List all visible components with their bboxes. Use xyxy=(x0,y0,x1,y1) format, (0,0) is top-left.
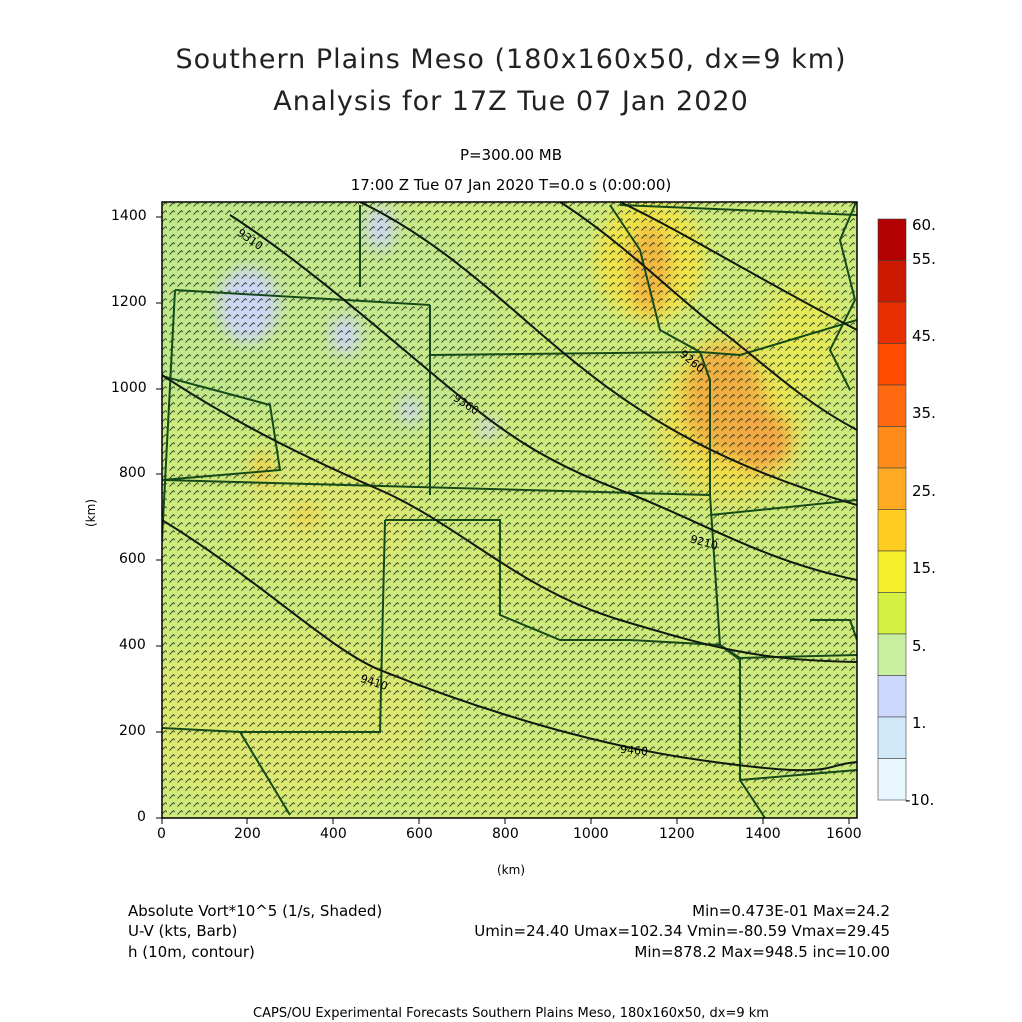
field-vort-label: Absolute Vort*10^5 (1/s, Shaded) xyxy=(128,902,383,920)
x-tick-600: 600 xyxy=(406,826,433,842)
x-tick-800: 800 xyxy=(492,826,519,842)
field-wind-stats: Umin=24.40 Umax=102.34 Vmin=-80.59 Vmax=… xyxy=(474,922,890,940)
vorticity-shading xyxy=(162,202,857,818)
colorbar-swatch xyxy=(877,467,907,510)
y-tick-1000: 1000 xyxy=(111,380,147,396)
colorbar-swatch xyxy=(877,301,907,344)
y-tick-200: 200 xyxy=(119,723,146,739)
colorbar-swatch xyxy=(877,426,907,469)
y-axis-label: (km) xyxy=(84,498,98,527)
colorbar-swatch xyxy=(877,218,907,261)
colorbar-label-45: 45. xyxy=(912,327,936,345)
colorbar-label-55: 55. xyxy=(912,250,936,268)
y-tick-1200: 1200 xyxy=(111,294,147,310)
title-line1: Southern Plains Meso (180x160x50, dx=9 k… xyxy=(175,44,847,75)
field-height-label: h (10m, contour) xyxy=(128,943,255,961)
level-label: P=300.00 MB xyxy=(459,146,563,164)
x-tick-1000: 1000 xyxy=(573,826,609,842)
x-tick-1200: 1200 xyxy=(659,826,695,842)
colorbar-swatch xyxy=(877,716,907,759)
colorbar-label-15: 15. xyxy=(912,559,936,577)
colorbar-swatch xyxy=(877,509,907,552)
title-line2: Analysis for 17Z Tue 07 Jan 2020 xyxy=(273,86,749,117)
colorbar-swatch xyxy=(877,343,907,386)
axis-ticks xyxy=(156,216,850,824)
x-tick-400: 400 xyxy=(320,826,347,842)
field-vort-stats: Min=0.473E-01 Max=24.2 xyxy=(692,902,890,920)
x-axis-label: (km) xyxy=(497,863,526,877)
colorbar-label-minus10: -10. xyxy=(905,791,935,809)
colorbar-label-5: 5. xyxy=(912,637,927,655)
colorbar-label-60: 60. xyxy=(912,216,936,234)
x-tick-0: 0 xyxy=(157,826,166,842)
field-wind-label: U-V (kts, Barb) xyxy=(128,922,238,940)
colorbar-swatch xyxy=(877,675,907,718)
colorbar-swatch xyxy=(877,758,907,801)
colorbar-swatch xyxy=(877,384,907,427)
colorbar-label-1: 1. xyxy=(912,714,927,732)
colorbar xyxy=(877,218,907,801)
height-contours xyxy=(162,202,857,772)
y-tick-400: 400 xyxy=(119,637,146,653)
x-tick-1400: 1400 xyxy=(745,826,781,842)
y-tick-800: 800 xyxy=(119,465,146,481)
colorbar-swatch xyxy=(877,633,907,676)
colorbar-label-25: 25. xyxy=(912,482,936,500)
y-tick-1400: 1400 xyxy=(111,208,147,224)
contour-label-6: 9460 xyxy=(619,742,649,759)
x-tick-1600: 1600 xyxy=(826,826,862,842)
plot-frame xyxy=(161,201,858,819)
time-label: 17:00 Z Tue 07 Jan 2020 T=0.0 s (0:00:00… xyxy=(350,176,672,194)
colorbar-swatch xyxy=(877,260,907,303)
colorbar-swatch xyxy=(877,550,907,593)
field-height-stats: Min=878.2 Max=948.5 inc=10.00 xyxy=(634,943,890,961)
colorbar-label-35: 35. xyxy=(912,404,936,422)
colorbar-swatch xyxy=(877,592,907,635)
y-tick-600: 600 xyxy=(119,551,146,567)
y-tick-0: 0 xyxy=(137,809,146,825)
footer-credit: CAPS/OU Experimental Forecasts Southern … xyxy=(253,1006,769,1021)
x-tick-200: 200 xyxy=(234,826,261,842)
